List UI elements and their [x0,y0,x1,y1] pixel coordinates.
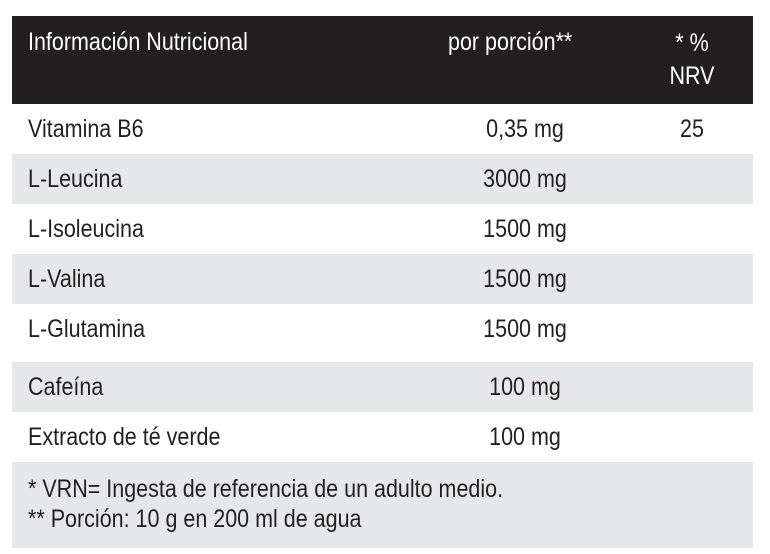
table-header: Información Nutricional por porción** * … [12,16,753,104]
nutrient-name: L-Leucina [28,165,123,193]
table-row: L-Valina 1500 mg [12,254,753,304]
table-row: L-Isoleucina 1500 mg [12,204,753,254]
nutrient-name: L-Glutamina [28,315,146,343]
nutrient-amount: 1500 mg [483,215,567,243]
nutrient-name: Vitamina B6 [28,115,144,143]
nutrient-nrv: 25 [680,115,704,143]
nutrient-amount: 0,35 mg [486,115,564,143]
nutrient-amount: 100 mg [489,423,561,451]
header-per-serving: por porción** [448,28,573,56]
nutrient-amount: 1500 mg [483,315,567,343]
table-row: Extracto de té verde 100 mg [12,412,753,462]
nutrient-name: Cafeína [28,373,104,401]
nutrient-name: Extracto de té verde [28,423,221,451]
footnote-nrv: * VRN= Ingesta de referencia de un adult… [28,475,504,503]
table-row: Vitamina B6 0,35 mg 25 [12,104,753,154]
table-row: L-Glutamina 1500 mg [12,304,753,362]
nutrient-name: L-Valina [28,265,106,293]
header-nrv-percent: * % [675,29,709,57]
nutrient-amount: 3000 mg [483,165,567,193]
footnote-serving: ** Porción: 10 g en 200 ml de agua [28,505,362,533]
header-nutrition-info: Información Nutricional [28,28,248,56]
nutrient-amount: 1500 mg [483,265,567,293]
table-row: Cafeína 100 mg [12,362,753,412]
nutrition-table: Información Nutricional por porción** * … [12,16,753,548]
nutrient-amount: 100 mg [489,373,561,401]
header-nrv: * % NRV [658,27,727,93]
table-row: L-Leucina 3000 mg [12,154,753,204]
nutrient-name: L-Isoleucina [28,215,144,243]
header-nrv-label: NRV [669,62,715,90]
table-footnotes: * VRN= Ingesta de referencia de un adult… [12,462,753,548]
